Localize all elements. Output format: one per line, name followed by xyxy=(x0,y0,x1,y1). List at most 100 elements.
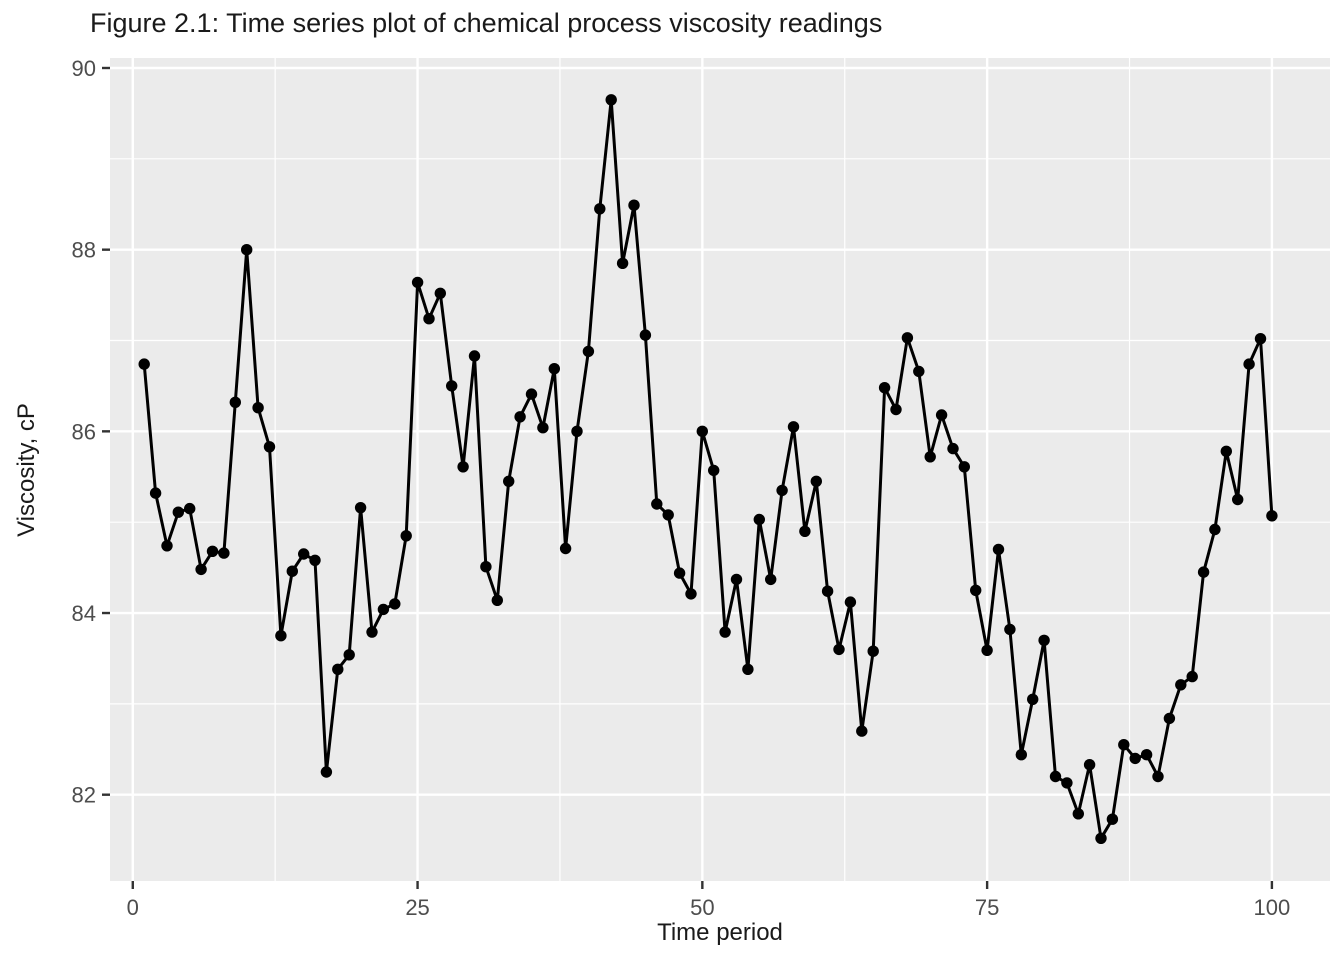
data-point xyxy=(639,329,652,341)
data-point xyxy=(320,766,333,778)
data-point xyxy=(468,350,481,362)
data-point xyxy=(1243,358,1255,370)
data-point xyxy=(742,663,754,675)
data-point xyxy=(810,475,822,487)
data-point xyxy=(673,567,686,579)
data-point xyxy=(525,388,538,400)
data-point xyxy=(411,276,424,289)
data-point xyxy=(400,530,412,542)
data-point xyxy=(366,626,378,638)
data-point xyxy=(252,402,264,414)
data-point xyxy=(263,441,276,453)
x-tick-label: 75 xyxy=(975,895,999,920)
major-gridlines xyxy=(110,58,1330,881)
data-point xyxy=(856,725,868,737)
data-point xyxy=(958,461,970,473)
data-point xyxy=(1129,752,1141,765)
data-point xyxy=(332,663,344,675)
y-tick-label: 84 xyxy=(72,601,96,626)
data-point xyxy=(878,382,891,394)
x-axis-title: Time period xyxy=(657,919,783,946)
data-point xyxy=(275,630,287,642)
data-point xyxy=(924,451,936,463)
data-point xyxy=(309,554,321,566)
data-point xyxy=(446,380,458,392)
data-point xyxy=(765,573,777,586)
data-point xyxy=(582,345,595,358)
axis-tick-marks xyxy=(102,66,1274,889)
data-point xyxy=(616,257,629,269)
data-point xyxy=(206,545,219,557)
data-point xyxy=(708,464,720,477)
data-point xyxy=(1083,759,1096,771)
x-tick-label: 100 xyxy=(1254,895,1291,920)
data-point xyxy=(229,396,241,408)
data-point xyxy=(913,365,925,378)
data-point xyxy=(662,509,674,521)
data-point xyxy=(377,603,390,616)
data-point xyxy=(1049,770,1062,783)
data-point xyxy=(480,561,492,573)
data-point xyxy=(947,442,959,455)
data-point xyxy=(571,425,583,437)
data-point xyxy=(434,287,446,299)
data-point xyxy=(172,506,184,518)
y-tick-label: 90 xyxy=(72,56,96,81)
data-point xyxy=(787,421,800,433)
data-point xyxy=(901,332,914,344)
data-point xyxy=(1038,634,1050,646)
data-point xyxy=(753,513,765,526)
data-point xyxy=(1106,813,1119,825)
data-point xyxy=(423,313,435,325)
data-point xyxy=(1266,510,1278,522)
x-tick-label: 25 xyxy=(405,895,429,920)
data-point xyxy=(685,588,697,600)
data-point xyxy=(1232,493,1244,506)
data-point xyxy=(799,525,811,537)
data-point xyxy=(605,94,617,106)
data-point xyxy=(218,547,230,559)
data-point xyxy=(184,502,196,515)
data-point xyxy=(286,565,298,577)
data-point xyxy=(935,409,948,421)
data-point xyxy=(161,540,173,552)
data-point xyxy=(514,411,526,423)
data-point xyxy=(138,358,150,370)
data-point xyxy=(389,598,401,610)
y-tick-label: 82 xyxy=(72,783,96,808)
data-point xyxy=(149,487,162,499)
data-point xyxy=(559,542,572,555)
data-point xyxy=(844,596,857,608)
data-point xyxy=(594,203,606,215)
data-point xyxy=(1140,749,1153,761)
data-point xyxy=(1072,808,1085,820)
data-point xyxy=(1254,333,1267,345)
y-tick-label: 86 xyxy=(72,419,96,444)
data-point xyxy=(1209,523,1221,536)
data-point xyxy=(1015,749,1027,761)
y-tick-label: 88 xyxy=(72,238,96,263)
data-point xyxy=(354,502,367,514)
data-point xyxy=(1061,777,1073,789)
data-point xyxy=(696,425,708,437)
data-point xyxy=(343,649,355,661)
data-point xyxy=(241,244,253,256)
data-point xyxy=(981,644,993,656)
data-point xyxy=(1004,623,1016,636)
data-point xyxy=(970,584,982,596)
chart-title: Figure 2.1: Time series plot of chemical… xyxy=(90,8,882,38)
data-point xyxy=(1220,445,1233,457)
data-point xyxy=(1186,670,1198,683)
data-point xyxy=(1152,770,1164,783)
data-point xyxy=(867,645,879,657)
data-point xyxy=(491,594,503,606)
x-tick-label: 50 xyxy=(690,895,714,920)
data-point xyxy=(548,363,560,375)
x-tick-labels: 0 25 50 75 100 xyxy=(127,895,1291,920)
data-point xyxy=(298,548,310,560)
data-point xyxy=(457,461,469,473)
data-point xyxy=(821,585,834,597)
data-point xyxy=(195,563,207,576)
